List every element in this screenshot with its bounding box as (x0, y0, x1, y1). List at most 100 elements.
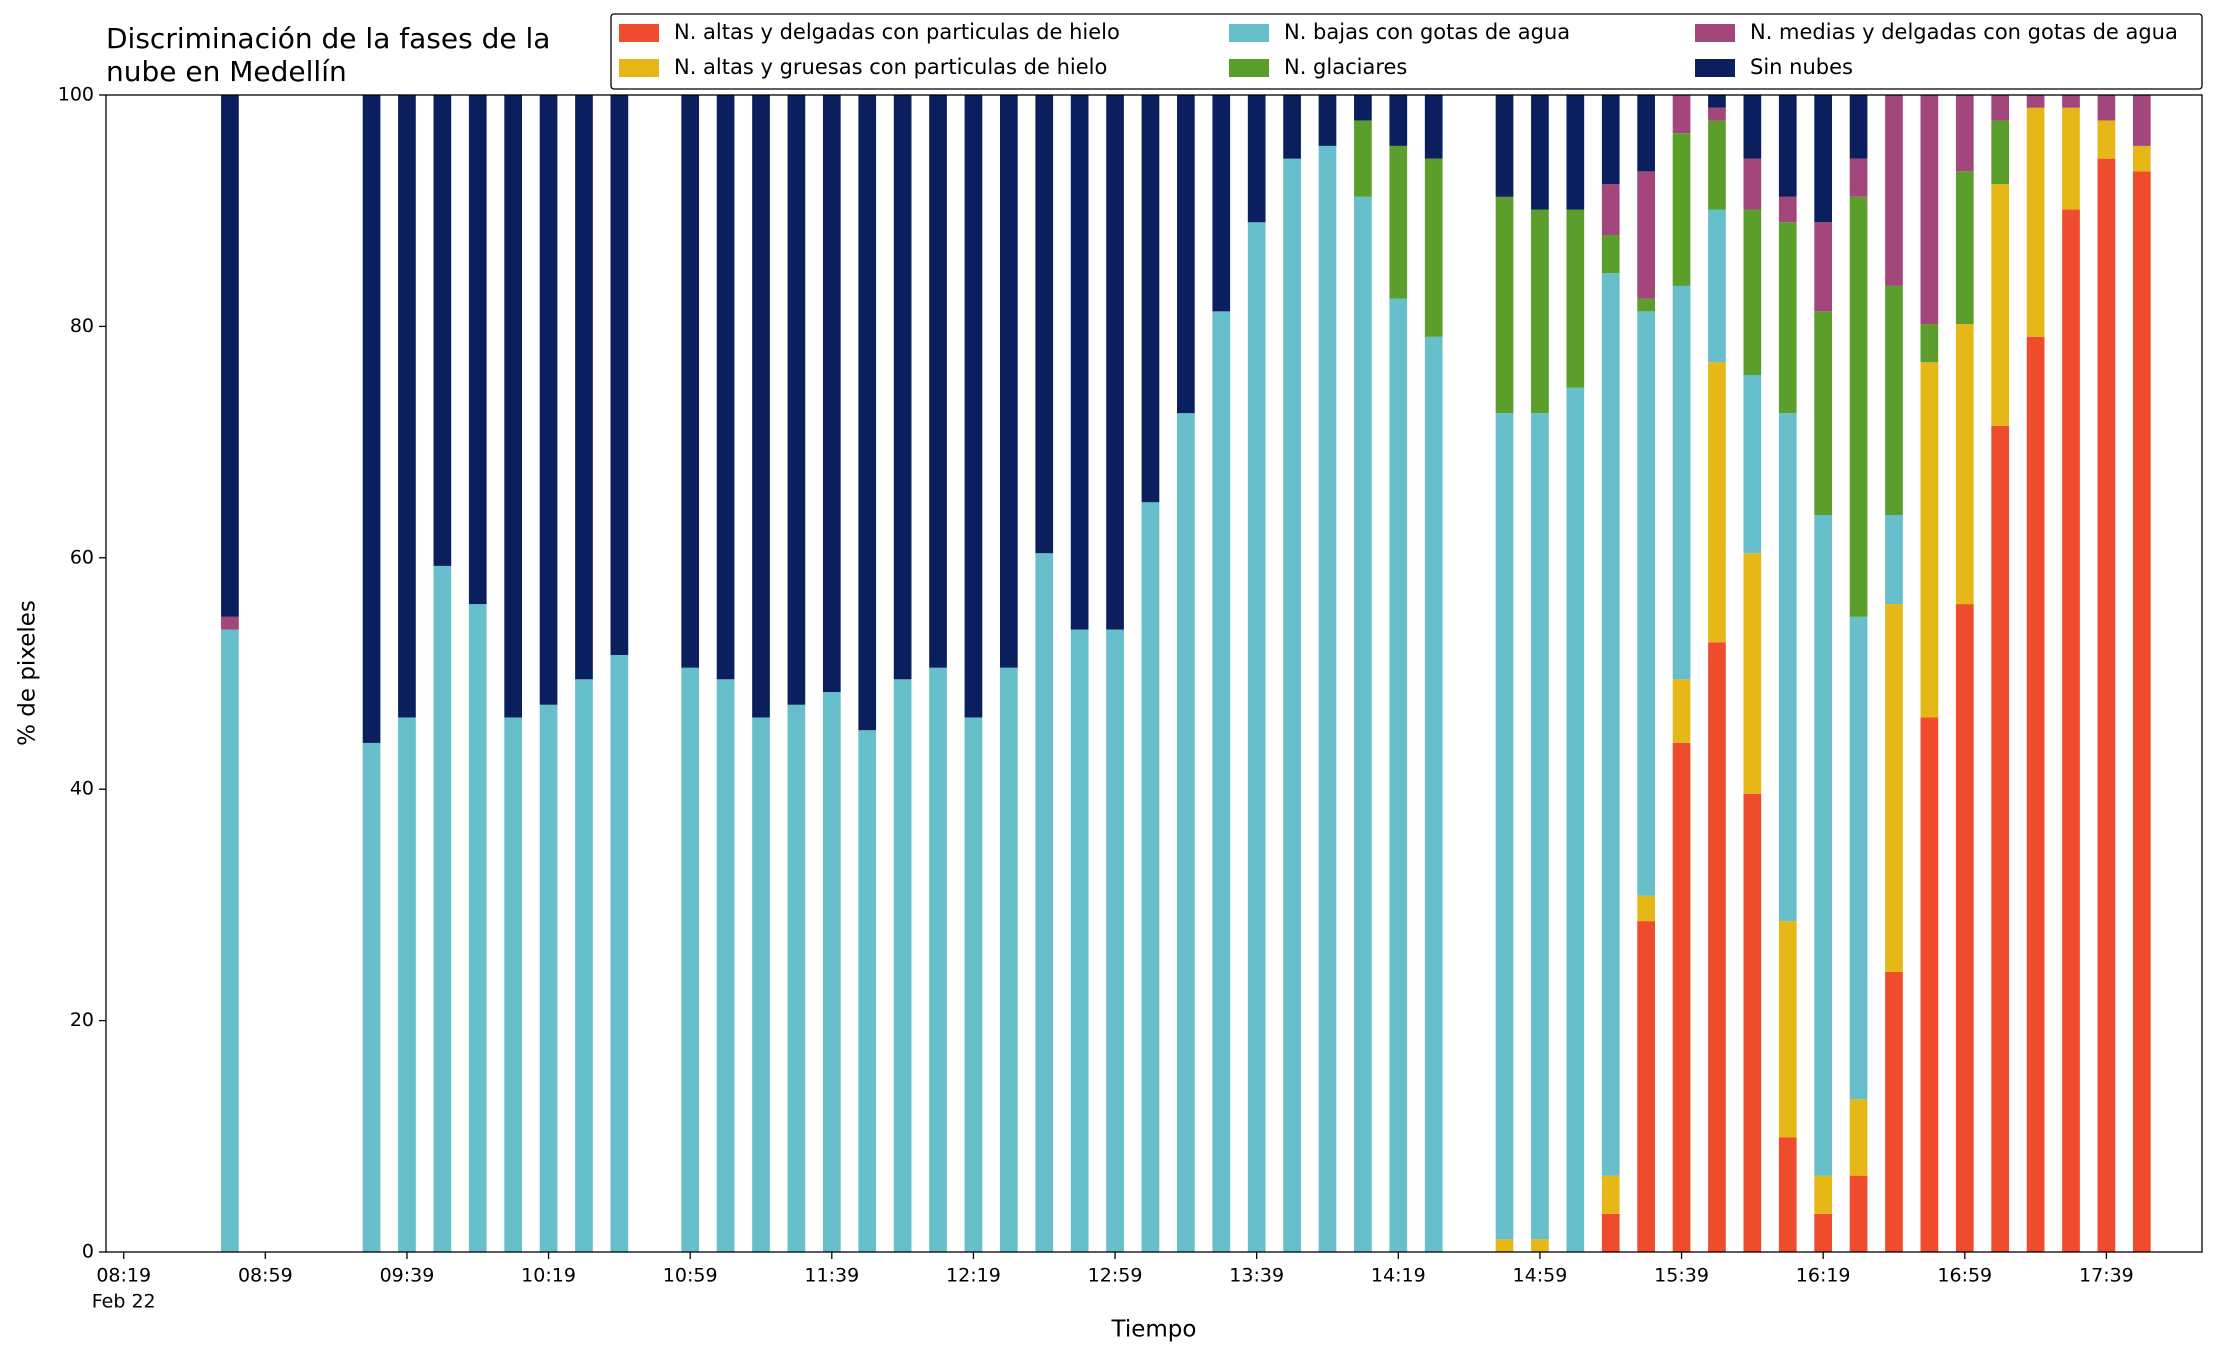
y-tick-label: 80 (70, 315, 94, 337)
bar-segment (2097, 158, 2116, 1252)
bar-segment (1743, 158, 1762, 210)
bar-segment (1778, 1137, 1797, 1252)
bar-segment (1743, 95, 1762, 159)
bar-segment (1920, 324, 1939, 363)
bar-segment (1247, 222, 1266, 1252)
bar-segment (858, 730, 877, 1252)
bar-segment (929, 667, 947, 1252)
legend-box (610, 13, 2203, 90)
bar-segment (1849, 196, 1868, 617)
bar-segment (1849, 95, 1868, 159)
bar-segment (1531, 1239, 1549, 1252)
bar-segment (610, 654, 629, 1252)
bar-segment (2026, 95, 2045, 108)
bar-segment (1566, 387, 1585, 1252)
bar-segment (858, 95, 877, 731)
legend-swatch (619, 24, 659, 42)
bar-segment (1814, 95, 1833, 223)
bar-segment (398, 95, 416, 718)
bar-segment (1920, 362, 1939, 718)
chart-title: nube en Medellín (106, 55, 347, 88)
bar-segment (1141, 502, 1160, 1252)
legend-label: Sin nubes (1750, 55, 1853, 79)
bar-segment (1424, 158, 1443, 337)
bar-segment (1672, 742, 1691, 1252)
bar-segment (1672, 95, 1691, 134)
bar-segment (1531, 95, 1549, 210)
bar-segment (681, 667, 700, 1252)
bar-segment (468, 604, 487, 1252)
bar-segment (1955, 324, 1974, 605)
bar-segment (1601, 95, 1620, 185)
bar-segment (1743, 553, 1762, 794)
bar-segment (1778, 196, 1797, 223)
bar-segment (1177, 413, 1195, 1252)
bar-segment (1708, 107, 1726, 121)
bar-segment (1743, 374, 1762, 554)
bar-segment (999, 95, 1018, 668)
bar-segment (1955, 95, 1974, 172)
bar-segment (1637, 895, 1655, 922)
bar-segment (575, 95, 593, 680)
bar-segment (752, 95, 770, 718)
bar-segment (1708, 95, 1726, 108)
bar-segment (893, 679, 912, 1252)
bar-segment (1531, 209, 1549, 414)
legend-label: N. glaciares (1284, 55, 1407, 79)
legend-swatch (1229, 59, 1269, 77)
bar-segment (1920, 717, 1939, 1252)
bar-segment (1141, 95, 1160, 503)
bar-segment (504, 95, 523, 718)
bar-segment (1389, 145, 1408, 299)
x-tick-label: 16:59 (1937, 1265, 1992, 1287)
bar-segment (1672, 133, 1691, 286)
bar-segment (362, 742, 381, 1252)
bar-segment (1424, 336, 1443, 1252)
bar-segment (1778, 222, 1797, 414)
legend-swatch (1695, 24, 1735, 42)
bar-segment (2026, 336, 2045, 1252)
bar-segment (964, 717, 983, 1252)
bar-segment (1354, 120, 1372, 197)
x-tick-label: 08:59 (238, 1265, 293, 1287)
bar-segment (681, 95, 700, 668)
bar-segment (1035, 553, 1054, 1252)
legend-swatch (619, 59, 659, 77)
bar-segment (1814, 222, 1833, 312)
bar-segment (1814, 514, 1833, 1176)
bar-segment (1318, 145, 1337, 1253)
bar-segment (929, 95, 947, 668)
bar-segment (2026, 107, 2045, 337)
x-tick-label: 14:19 (1371, 1265, 1426, 1287)
bar-segment (1672, 285, 1691, 680)
bar-segment (1106, 629, 1124, 1252)
x-tick-label: 12:59 (1088, 1265, 1143, 1287)
bar-segment (1672, 679, 1691, 743)
legend-label: N. altas y delgadas con particulas de hi… (674, 20, 1120, 44)
bar-segment (1885, 285, 1903, 515)
bar-segment (1708, 120, 1726, 210)
bar-segment (1885, 95, 1903, 286)
bar-segment (1601, 273, 1620, 1176)
bar-segment (1212, 95, 1231, 312)
bar-segment (1495, 1239, 1514, 1252)
bar-segment (1389, 95, 1408, 146)
bar-segment (822, 692, 841, 1252)
x-tick-label: 10:19 (521, 1265, 576, 1287)
y-axis-label: % de pixeles (15, 600, 41, 746)
bar-segment (398, 717, 416, 1252)
bar-segment (1743, 209, 1762, 375)
legend-label: N. altas y gruesas con particulas de hie… (674, 55, 1107, 79)
bar-segment (2097, 120, 2116, 159)
x-tick-label: 11:39 (804, 1265, 859, 1287)
bar-segment (1885, 514, 1903, 605)
bar-segment (221, 95, 239, 617)
y-tick-label: 20 (70, 1009, 94, 1031)
legend-swatch (1695, 59, 1735, 77)
bar-segment (362, 95, 381, 743)
x-tick-label: 08:19 (96, 1265, 151, 1287)
bar-segment (539, 95, 558, 705)
bar-segment (1283, 95, 1301, 159)
bar-segment (787, 704, 806, 1252)
bar-segment (1531, 413, 1549, 1240)
